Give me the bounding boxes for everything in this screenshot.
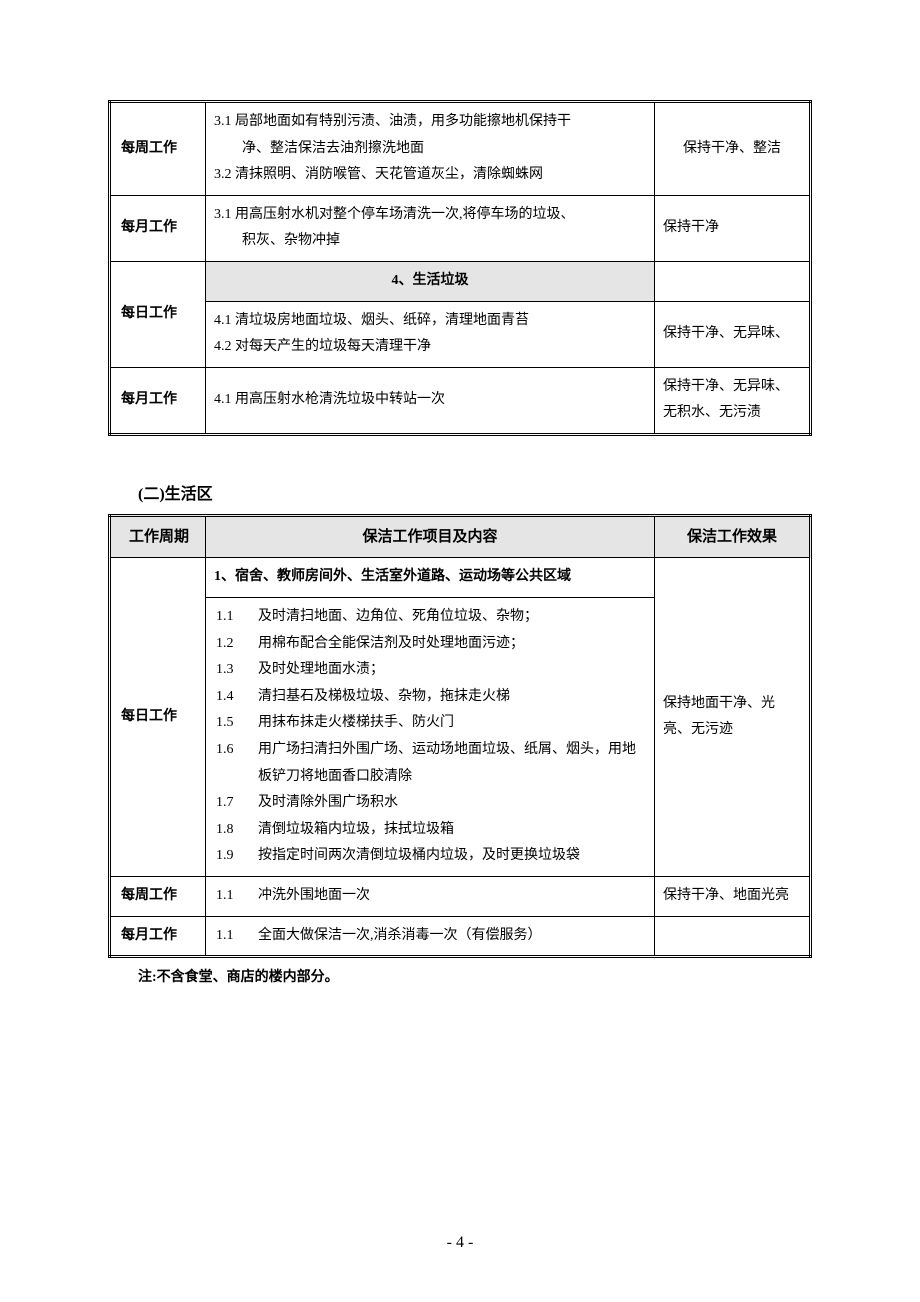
section-header: 1、宿舍、教师房间外、生活室外道路、运动场等公共区域 <box>206 558 655 598</box>
page-number: - 4 - <box>0 1234 920 1252</box>
item-text: 及时清扫地面、边角位、死角位垃圾、杂物； <box>258 604 646 631</box>
period-cell: 每日工作 <box>110 261 206 367</box>
period-cell: 每周工作 <box>110 102 206 196</box>
monthly-items-list: 1.1全面大做保洁一次,消杀消毒一次（有偿服务） <box>214 923 646 950</box>
item-number: 1.1 <box>216 883 258 910</box>
item-number: 1.4 <box>216 684 258 711</box>
item-text: 及时处理地面水渍； <box>258 657 646 684</box>
item-number: 1.2 <box>216 631 258 658</box>
result-cell: 保持干净、地面光亮 <box>655 876 811 916</box>
content-cell: 3.1 局部地面如有特别污渍、油渍，用多功能擦地机保持干 净、整洁保洁去油剂擦洗… <box>206 102 655 196</box>
section-header: 4、生活垃圾 <box>206 261 655 301</box>
period-cell: 每周工作 <box>110 876 206 916</box>
item-text: 清扫基石及梯极垃圾、杂物，拖抹走火梯 <box>258 684 646 711</box>
table-header-row: 工作周期 保洁工作项目及内容 保洁工作效果 <box>110 515 811 558</box>
item-text: 全面大做保洁一次,消杀消毒一次（有偿服务） <box>258 923 646 950</box>
list-item: 1.2用棉布配合全能保洁剂及时处理地面污迹； <box>216 631 646 658</box>
page-content: 每周工作 3.1 局部地面如有特别污渍、油渍，用多功能擦地机保持干 净、整洁保洁… <box>0 0 920 986</box>
list-item: 1.1冲洗外围地面一次 <box>216 883 646 910</box>
daily-items-list: 1.1及时清扫地面、边角位、死角位垃圾、杂物；1.2用棉布配合全能保洁剂及时处理… <box>214 604 646 870</box>
cleaning-table-1: 每周工作 3.1 局部地面如有特别污渍、油渍，用多功能擦地机保持干 净、整洁保洁… <box>108 100 812 436</box>
item-number: 1.5 <box>216 710 258 737</box>
header-content: 保洁工作项目及内容 <box>206 515 655 558</box>
list-item: 1.1全面大做保洁一次,消杀消毒一次（有偿服务） <box>216 923 646 950</box>
table-row: 每月工作 4.1 用高压射水枪清洗垃圾中转站一次 保持干净、无异味、无积水、无污… <box>110 367 811 434</box>
item-text: 按指定时间两次清倒垃圾桶内垃圾，及时更换垃圾袋 <box>258 843 646 870</box>
item-number: 1.7 <box>216 790 258 817</box>
weekly-items-list: 1.1冲洗外围地面一次 <box>214 883 646 910</box>
item-text: 用抹布抹走火楼梯扶手、防火门 <box>258 710 646 737</box>
content-cell: 1.1全面大做保洁一次,消杀消毒一次（有偿服务） <box>206 916 655 957</box>
item-number: 1.8 <box>216 817 258 844</box>
item-text: 用棉布配合全能保洁剂及时处理地面污迹； <box>258 631 646 658</box>
list-item: 1.8清倒垃圾箱内垃圾，抹拭垃圾箱 <box>216 817 646 844</box>
list-item: 1.6用广场扫清扫外围广场、运动场地面垃圾、纸屑、烟头，用地板铲刀将地面香口胶清… <box>216 737 646 790</box>
result-cell <box>655 261 811 301</box>
period-cell: 每日工作 <box>110 558 206 877</box>
period-cell: 每月工作 <box>110 916 206 957</box>
period-cell: 每月工作 <box>110 195 206 261</box>
item-text: 冲洗外围地面一次 <box>258 883 646 910</box>
item-number: 1.6 <box>216 737 258 790</box>
table-row: 每周工作 3.1 局部地面如有特别污渍、油渍，用多功能擦地机保持干 净、整洁保洁… <box>110 102 811 196</box>
table-row: 每周工作 1.1冲洗外围地面一次 保持干净、地面光亮 <box>110 876 811 916</box>
table-row: 每月工作 1.1全面大做保洁一次,消杀消毒一次（有偿服务） <box>110 916 811 957</box>
list-item: 1.7及时清除外围广场积水 <box>216 790 646 817</box>
result-cell <box>655 916 811 957</box>
content-cell: 4.1 清垃圾房地面垃圾、烟头、纸碎，清理地面青苔 4.2 对每天产生的垃圾每天… <box>206 301 655 367</box>
item-text: 用广场扫清扫外围广场、运动场地面垃圾、纸屑、烟头，用地板铲刀将地面香口胶清除 <box>258 737 646 790</box>
result-cell: 保持地面干净、光亮、无污迹 <box>655 558 811 877</box>
header-period: 工作周期 <box>110 515 206 558</box>
item-text: 及时清除外围广场积水 <box>258 790 646 817</box>
item-number: 1.1 <box>216 923 258 950</box>
period-cell: 每月工作 <box>110 367 206 434</box>
result-cell: 保持干净、无异味、 <box>655 301 811 367</box>
content-cell: 3.1 用高压射水机对整个停车场清洗一次,将停车场的垃圾、 积灰、杂物冲掉 <box>206 195 655 261</box>
cleaning-table-2: 工作周期 保洁工作项目及内容 保洁工作效果 每日工作 1、宿舍、教师房间外、生活… <box>108 514 812 958</box>
item-number: 1.3 <box>216 657 258 684</box>
result-cell: 保持干净、无异味、无积水、无污渍 <box>655 367 811 434</box>
list-item: 1.9按指定时间两次清倒垃圾桶内垃圾，及时更换垃圾袋 <box>216 843 646 870</box>
list-item: 1.1及时清扫地面、边角位、死角位垃圾、杂物； <box>216 604 646 631</box>
item-number: 1.1 <box>216 604 258 631</box>
content-cell: 4.1 用高压射水枪清洗垃圾中转站一次 <box>206 367 655 434</box>
list-item: 1.5用抹布抹走火楼梯扶手、防火门 <box>216 710 646 737</box>
item-number: 1.9 <box>216 843 258 870</box>
footnote: 注:不含食堂、商店的楼内部分。 <box>138 966 812 986</box>
result-cell: 保持干净 <box>655 195 811 261</box>
table-row: 4.1 清垃圾房地面垃圾、烟头、纸碎，清理地面青苔 4.2 对每天产生的垃圾每天… <box>110 301 811 367</box>
result-cell: 保持干净、整洁 <box>655 102 811 196</box>
header-result: 保洁工作效果 <box>655 515 811 558</box>
table-row: 每日工作 1、宿舍、教师房间外、生活室外道路、运动场等公共区域 保持地面干净、光… <box>110 558 811 598</box>
table-row: 每日工作 4、生活垃圾 <box>110 261 811 301</box>
content-cell: 1.1冲洗外围地面一次 <box>206 876 655 916</box>
table-row: 每月工作 3.1 用高压射水机对整个停车场清洗一次,将停车场的垃圾、 积灰、杂物… <box>110 195 811 261</box>
item-text: 清倒垃圾箱内垃圾，抹拭垃圾箱 <box>258 817 646 844</box>
section-title-living: (二)生活区 <box>138 480 812 504</box>
list-item: 1.4清扫基石及梯极垃圾、杂物，拖抹走火梯 <box>216 684 646 711</box>
list-item: 1.3及时处理地面水渍； <box>216 657 646 684</box>
content-cell: 1.1及时清扫地面、边角位、死角位垃圾、杂物；1.2用棉布配合全能保洁剂及时处理… <box>206 598 655 877</box>
